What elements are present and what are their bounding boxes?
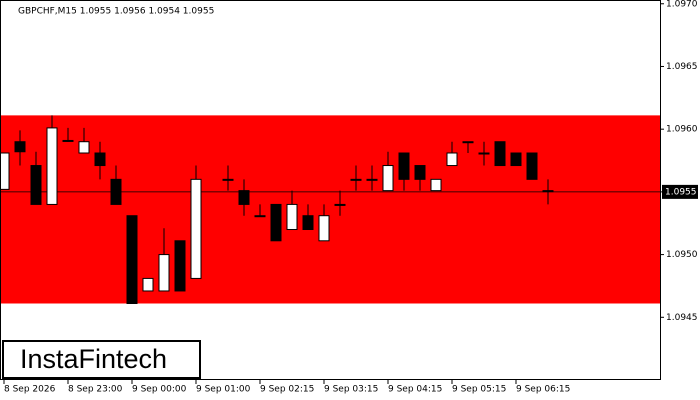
candle-body: [78, 141, 90, 154]
current-price-label: 1.0955: [665, 187, 697, 197]
x-tick-label: 9 Sep 04:15: [388, 385, 442, 395]
x-tick-label: 9 Sep 03:15: [324, 385, 378, 395]
logo: InstaFintech: [20, 344, 167, 374]
x-tick-label: 8 Sep 23:00: [68, 385, 123, 395]
x-tick-label: 9 Sep 01:00: [196, 385, 251, 395]
candle-body: [318, 215, 330, 242]
candle-body: [126, 215, 138, 304]
x-tick-label: 9 Sep 06:15: [516, 385, 570, 395]
x-tick-label: 9 Sep 00:00: [132, 385, 187, 395]
candle-body: [414, 165, 426, 180]
y-tick-label: 1.0950: [666, 250, 698, 260]
candle-body: [14, 141, 26, 153]
candle-body: [30, 165, 42, 205]
candle-body: [494, 141, 506, 167]
candle-body: [110, 178, 122, 205]
y-tick-label: 1.0970: [666, 0, 698, 9]
candle-body: [462, 141, 474, 144]
candle-body: [446, 152, 458, 167]
zone: [0, 115, 660, 304]
candle-body: [254, 215, 266, 218]
candle-body: [350, 178, 362, 181]
candle-body: [398, 152, 410, 180]
candle-body: [46, 127, 58, 205]
candle-body: [174, 240, 186, 292]
candle-body: [286, 203, 298, 231]
x-tick-label: 9 Sep 02:15: [260, 385, 314, 395]
candle-body: [334, 203, 346, 206]
logo-box: [2, 340, 201, 379]
current-price-box: [662, 184, 698, 199]
candle-body: [142, 277, 154, 292]
candle-body: [510, 152, 522, 167]
candle-body: [190, 178, 202, 279]
candle-body: [222, 178, 234, 181]
candle-body: [430, 178, 442, 192]
chart-title: GBPCHF,M15 1.0955 1.0956 1.0954 1.0955: [18, 7, 214, 17]
y-tick-label: 1.0960: [666, 125, 698, 135]
y-tick-label: 1.0945: [666, 313, 698, 323]
candle-body: [62, 139, 74, 142]
x-tick-label: 9 Sep 05:15: [452, 385, 506, 395]
candle-body: [158, 254, 170, 292]
candle-body: [542, 190, 554, 193]
x-tick-label: 8 Sep 2026: [4, 385, 56, 395]
candle-body: [526, 152, 538, 180]
candle-body: [270, 203, 282, 242]
candle-body: [382, 165, 394, 192]
candle-body: [478, 152, 490, 155]
candle-body: [302, 215, 314, 231]
candle-body: [366, 178, 378, 181]
plot-frame: [0, 0, 661, 380]
y-tick-label: 1.0965: [666, 62, 698, 72]
candle-body: [0, 152, 10, 190]
candle-body: [238, 190, 250, 205]
candle-body: [94, 152, 106, 167]
